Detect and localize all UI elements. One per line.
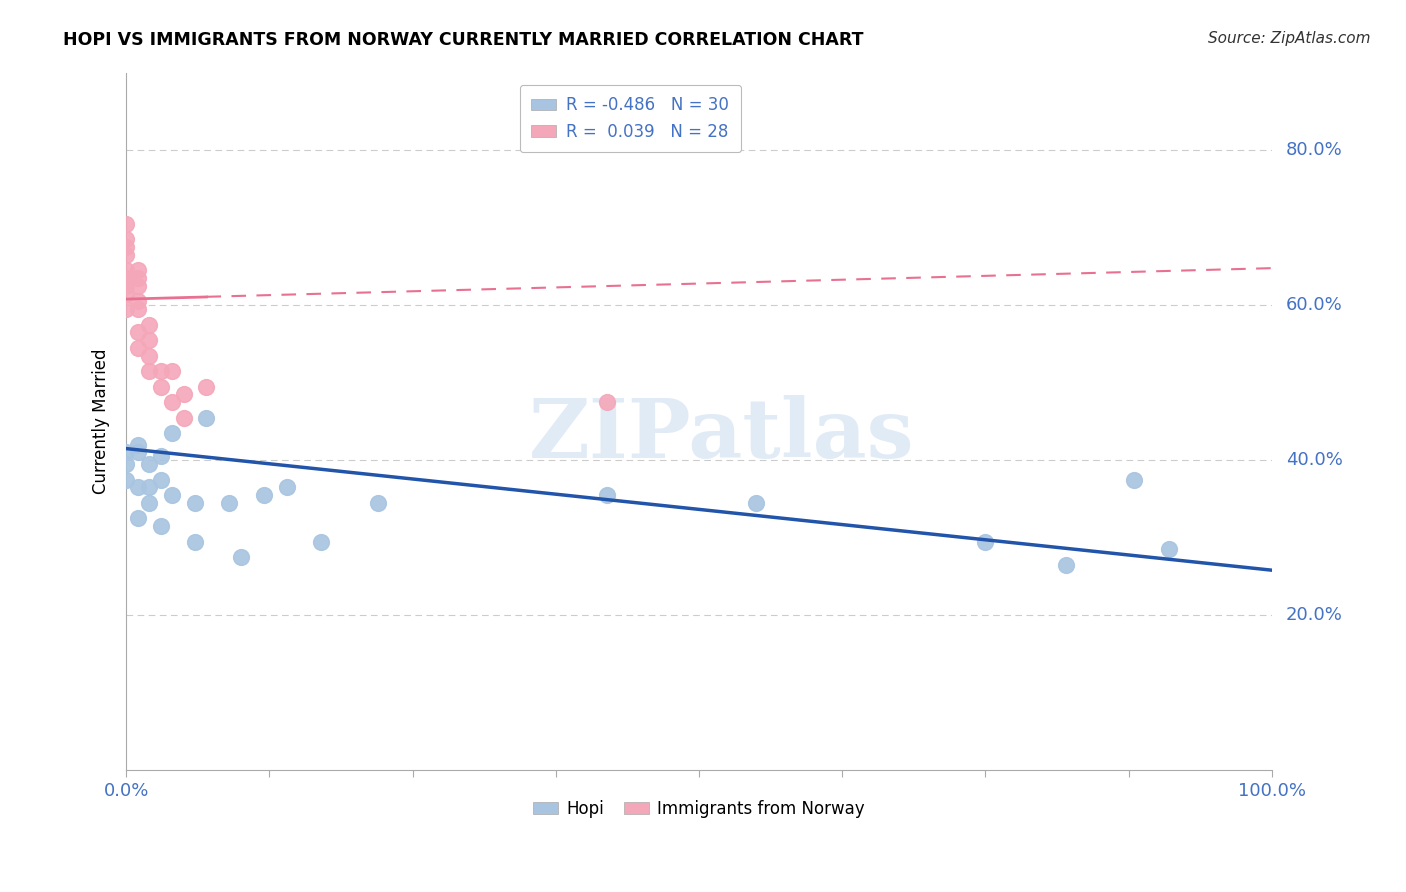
Point [745, 496, 768, 510]
Text: 60.0%: 60.0% [1285, 296, 1343, 314]
Text: ZIPatlas: ZIPatlas [529, 395, 915, 475]
Point [115, 240, 138, 254]
Text: 40.0%: 40.0% [1285, 451, 1343, 469]
Point [149, 379, 172, 393]
Point [127, 341, 149, 355]
Point [173, 410, 195, 425]
Point [1157, 542, 1180, 557]
Point [160, 426, 183, 441]
Point [115, 263, 138, 277]
Point [160, 364, 183, 378]
Point [127, 438, 149, 452]
Point [149, 364, 172, 378]
Point [367, 496, 389, 510]
Point [195, 410, 218, 425]
Point [138, 333, 160, 347]
Point [127, 279, 149, 293]
Point [127, 302, 149, 317]
Point [115, 279, 138, 293]
Text: Source: ZipAtlas.com: Source: ZipAtlas.com [1208, 31, 1371, 46]
Point [276, 480, 298, 494]
Point [1054, 558, 1077, 572]
Y-axis label: Currently Married: Currently Married [93, 349, 110, 494]
Point [138, 480, 160, 494]
Point [1123, 473, 1146, 487]
Point [149, 519, 172, 533]
Point [127, 445, 149, 459]
Point [115, 302, 138, 317]
Point [218, 496, 240, 510]
Point [195, 379, 218, 393]
Point [149, 473, 172, 487]
Point [138, 496, 160, 510]
Point [115, 286, 138, 301]
Point [127, 326, 149, 340]
Legend: Hopi, Immigrants from Norway: Hopi, Immigrants from Norway [526, 793, 872, 824]
Point [115, 473, 138, 487]
Point [160, 395, 183, 409]
Point [309, 534, 332, 549]
Point [596, 488, 619, 502]
Point [115, 232, 138, 246]
Point [149, 450, 172, 464]
Point [138, 364, 160, 378]
Point [127, 271, 149, 285]
Point [596, 395, 619, 409]
Point [138, 318, 160, 332]
Point [160, 488, 183, 502]
Point [127, 511, 149, 525]
Point [115, 445, 138, 459]
Text: HOPI VS IMMIGRANTS FROM NORWAY CURRENTLY MARRIED CORRELATION CHART: HOPI VS IMMIGRANTS FROM NORWAY CURRENTLY… [63, 31, 863, 49]
Point [138, 349, 160, 363]
Point [115, 457, 138, 471]
Point [127, 294, 149, 309]
Point [138, 457, 160, 471]
Text: 20.0%: 20.0% [1285, 606, 1343, 624]
Point [229, 549, 252, 564]
Text: 80.0%: 80.0% [1285, 142, 1343, 160]
Point [115, 271, 138, 285]
Point [253, 488, 276, 502]
Point [974, 534, 997, 549]
Point [115, 217, 138, 231]
Point [127, 480, 149, 494]
Point [184, 496, 207, 510]
Point [115, 248, 138, 262]
Point [173, 387, 195, 401]
Point [184, 534, 207, 549]
Point [127, 263, 149, 277]
